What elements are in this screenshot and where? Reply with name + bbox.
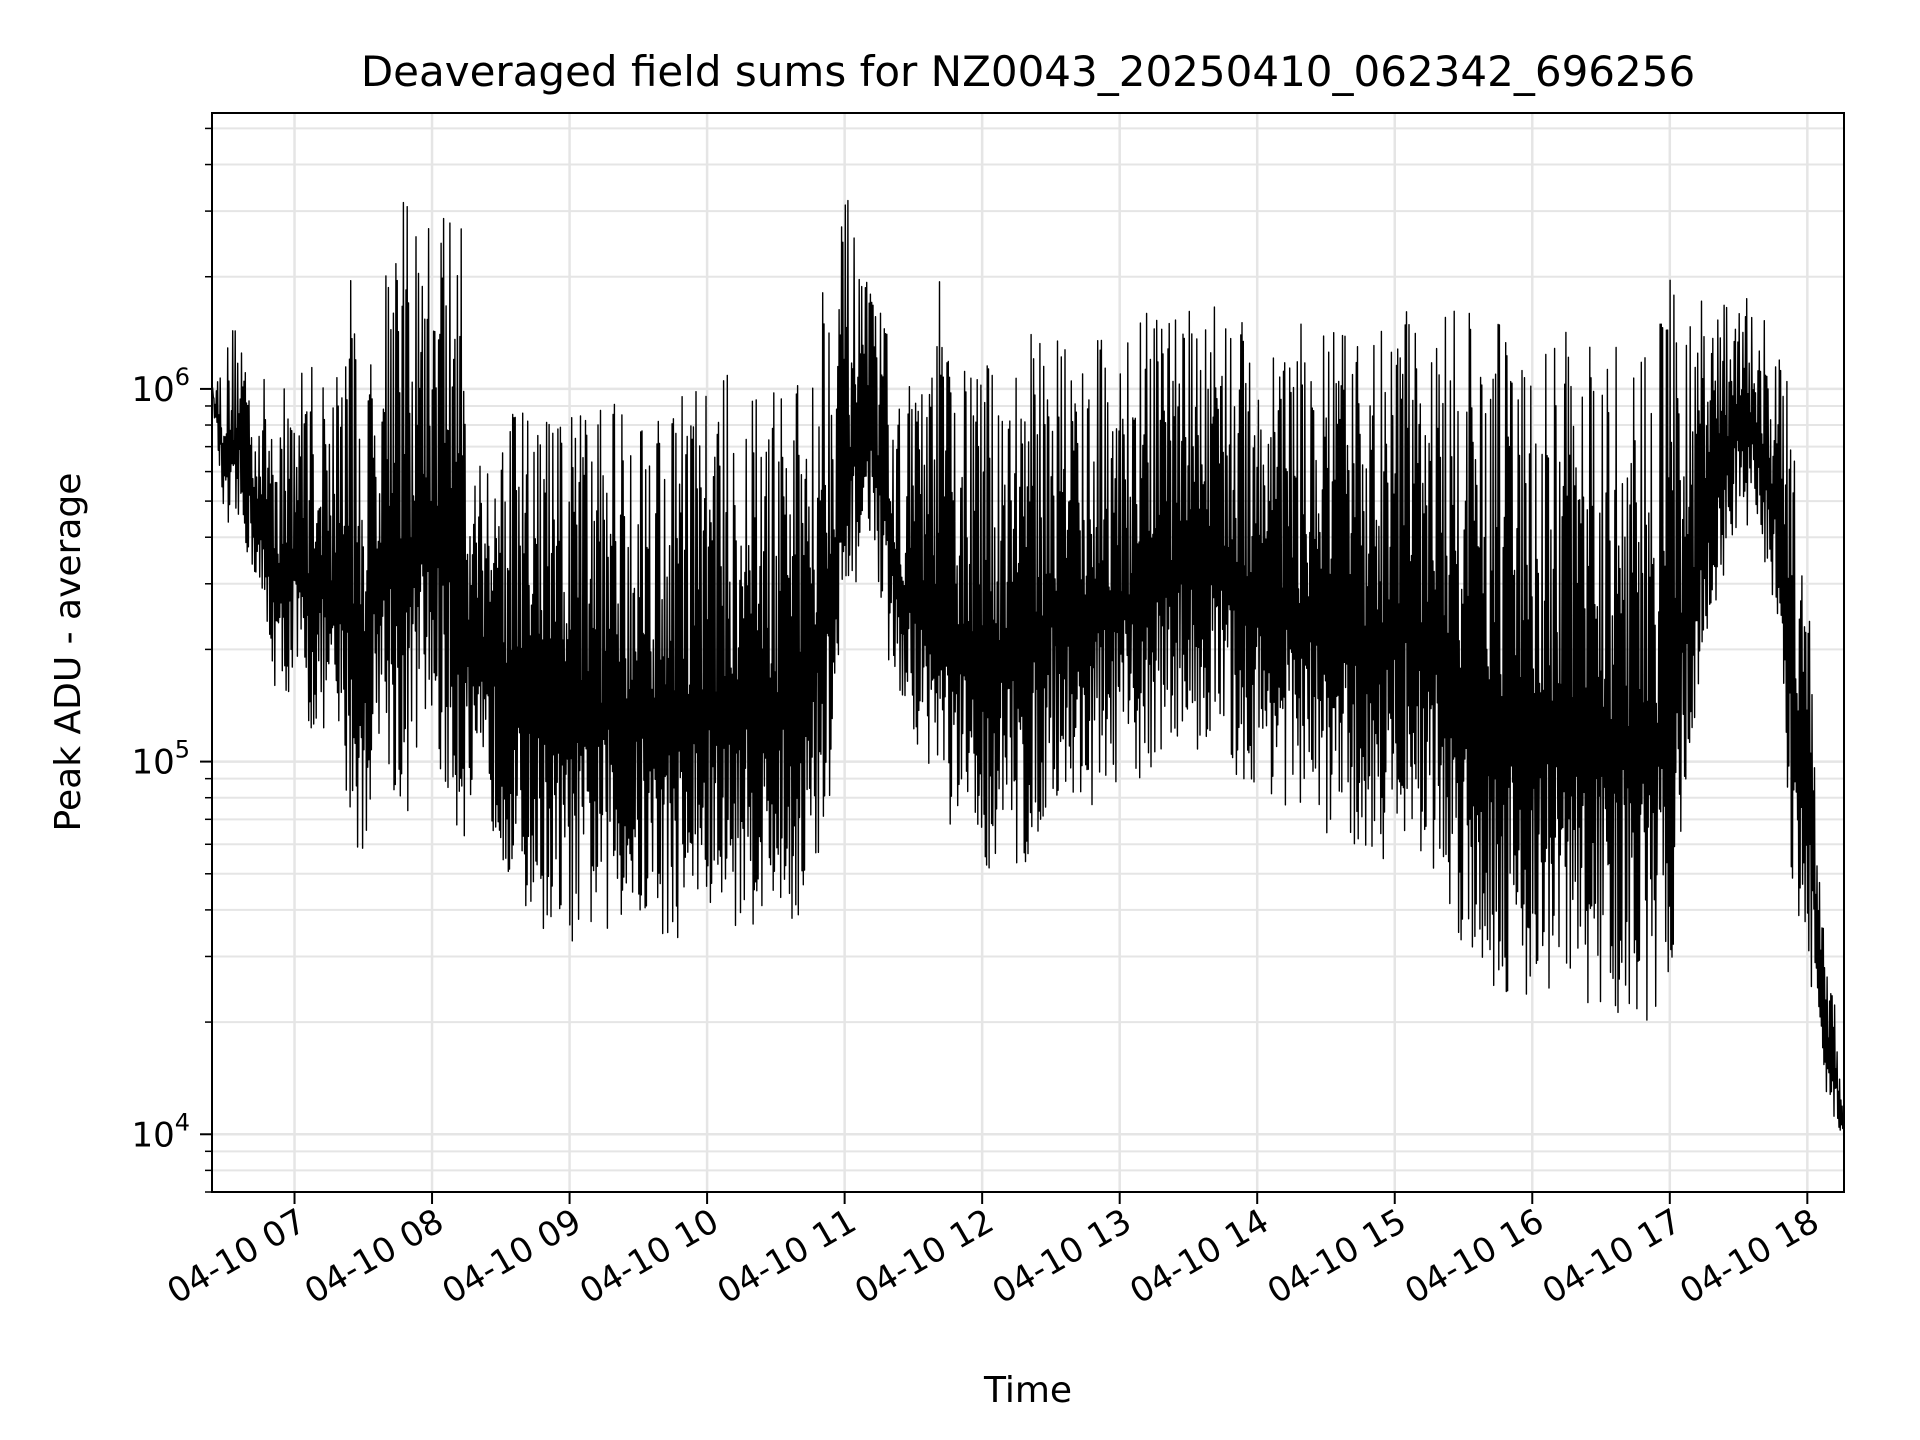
series-polyline bbox=[211, 199, 1845, 1135]
series-line bbox=[211, 199, 1845, 1135]
y-tick-label: 105 bbox=[131, 736, 190, 783]
plot-frame bbox=[211, 112, 1845, 1193]
y-tick-label: 106 bbox=[131, 363, 190, 410]
y-tick-label: 104 bbox=[131, 1108, 190, 1155]
chart-title: Deaveraged field sums for NZ0043_2025041… bbox=[361, 47, 1695, 96]
y-axis: 104 105 106 bbox=[131, 127, 212, 1193]
y-axis-title: Peak ADU - average bbox=[48, 473, 89, 832]
x-axis-title: Time bbox=[983, 1370, 1072, 1411]
